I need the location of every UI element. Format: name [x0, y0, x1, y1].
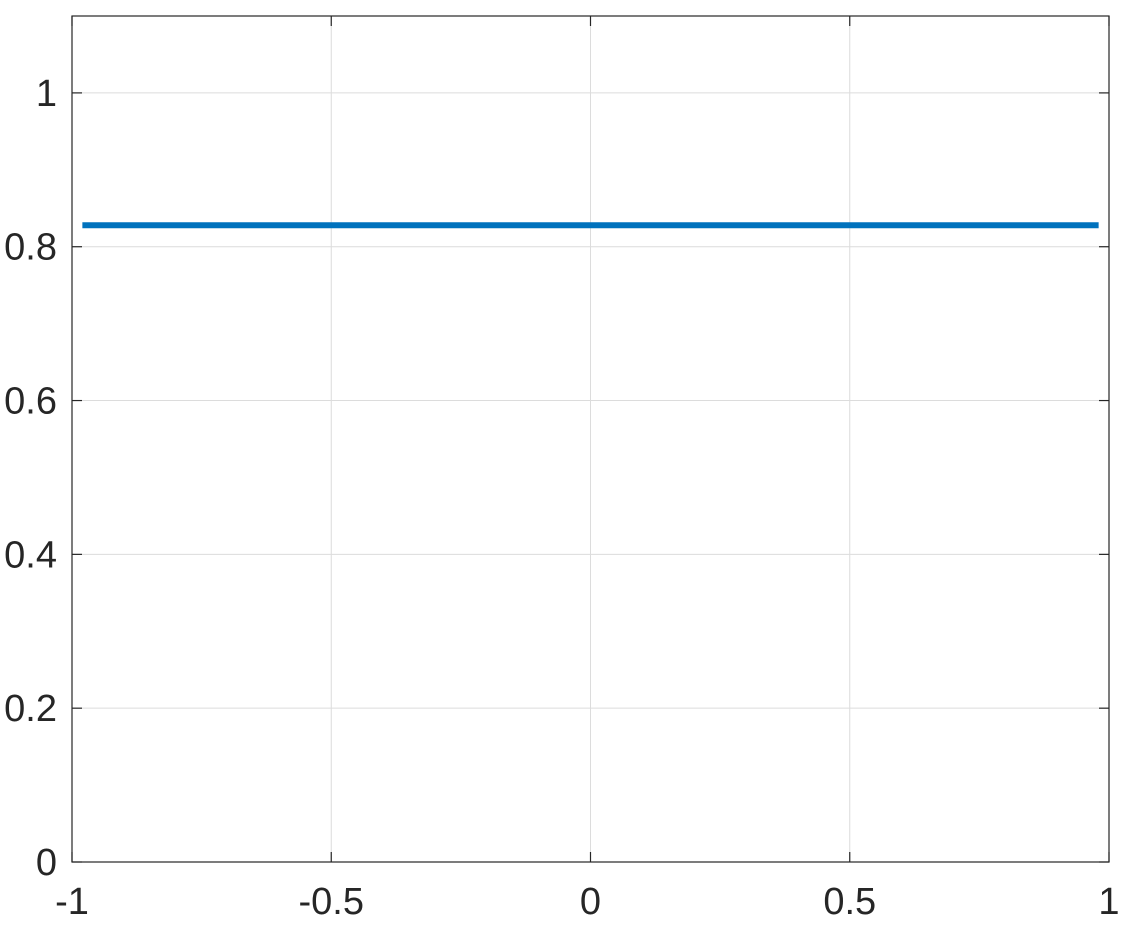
x-tick-label: 0.5: [823, 881, 876, 923]
x-tick-label: 0: [580, 881, 601, 923]
grid-lines: [72, 16, 1109, 862]
y-tick-label: 0.4: [4, 534, 57, 576]
y-tick-label: 0.6: [4, 381, 57, 423]
x-tick-label: -0.5: [299, 881, 364, 923]
tick-marks: [71, 16, 1110, 863]
x-tick-label: -1: [55, 881, 89, 923]
y-axis-tick-labels: 0 0.2 0.4 0.6 0.8 1: [4, 73, 57, 884]
x-tick-label: 1: [1098, 881, 1119, 923]
y-tick-label: 0: [36, 842, 57, 884]
y-tick-label: 0.8: [4, 227, 57, 269]
x-axis-tick-labels: -1 -0.5 0 0.5 1: [55, 881, 1119, 923]
y-tick-label: 0.2: [4, 688, 57, 730]
y-tick-label: 1: [36, 73, 57, 115]
